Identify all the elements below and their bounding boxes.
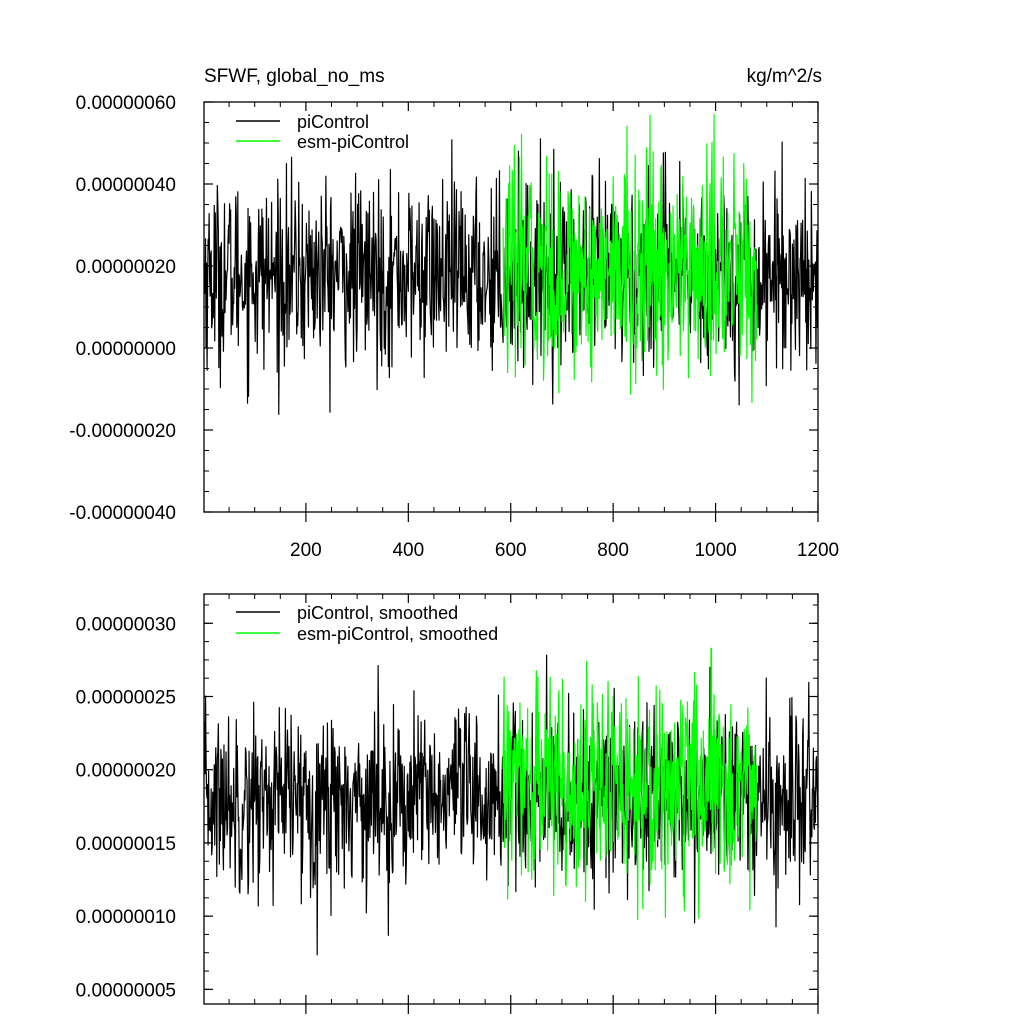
axes-bottom: 0.00000005 0.00000010 0.00000015 0.00000020… — [76, 594, 819, 1014]
y-tick-label: 0.00000060 — [76, 93, 176, 114]
units-label: kg/m^2/s — [747, 66, 822, 87]
y-tick-label: 0.00000040 — [76, 175, 176, 196]
axes-top: -0.00000040 -0.00000020 0.00000000 0.000000… — [69, 93, 839, 561]
plot-area-top — [203, 114, 819, 416]
x-tick-label: 200 — [290, 540, 322, 561]
legend-top: piControl esm-piControl — [236, 112, 409, 152]
x-tick-label: 800 — [597, 540, 629, 561]
y-tick-label: 0.00000015 — [76, 834, 176, 855]
y-tick-label: 0.00000000 — [76, 339, 176, 360]
series-line-picontrol — [203, 138, 819, 416]
y-tick-label: 0.00000020 — [76, 761, 176, 782]
y-tick-label: 0.00000020 — [76, 257, 176, 278]
y-tick-label: -0.00000020 — [69, 421, 176, 442]
legend-label-picontrol: piControl — [297, 112, 369, 132]
y-tick-label: 0.00000005 — [76, 980, 176, 1001]
legend-bottom: piControl, smoothed esm-piControl, smoot… — [236, 603, 498, 644]
y-tick-label: 0.00000025 — [76, 688, 176, 709]
y-tick-label: 0.00000010 — [76, 907, 176, 928]
y-tick-label: -0.00000040 — [69, 503, 176, 524]
x-tick-label: 1000 — [694, 540, 736, 561]
legend-label-picontrol-smoothed: piControl, smoothed — [297, 603, 458, 623]
legend-label-esm-picontrol-smoothed: esm-piControl, smoothed — [297, 624, 498, 644]
legend-label-esm-picontrol: esm-piControl — [297, 132, 409, 152]
x-tick-label: 600 — [495, 540, 527, 561]
x-tick-label: 400 — [392, 540, 424, 561]
plot-area-bottom — [203, 647, 819, 956]
series-line-esm-picontrol-smoothed — [502, 647, 758, 921]
bottom-panel: 0.00000005 0.00000010 0.00000015 0.00000020… — [76, 593, 819, 1014]
chart-title: SFWF, global_no_ms — [204, 66, 385, 87]
y-tick-label: 0.00000030 — [76, 614, 176, 635]
x-tick-label: 1200 — [797, 540, 839, 561]
top-panel: SFWF, global_no_ms kg/m^2/s -0.00000040-… — [69, 66, 839, 561]
series-line-esm-picontrol — [502, 114, 758, 404]
